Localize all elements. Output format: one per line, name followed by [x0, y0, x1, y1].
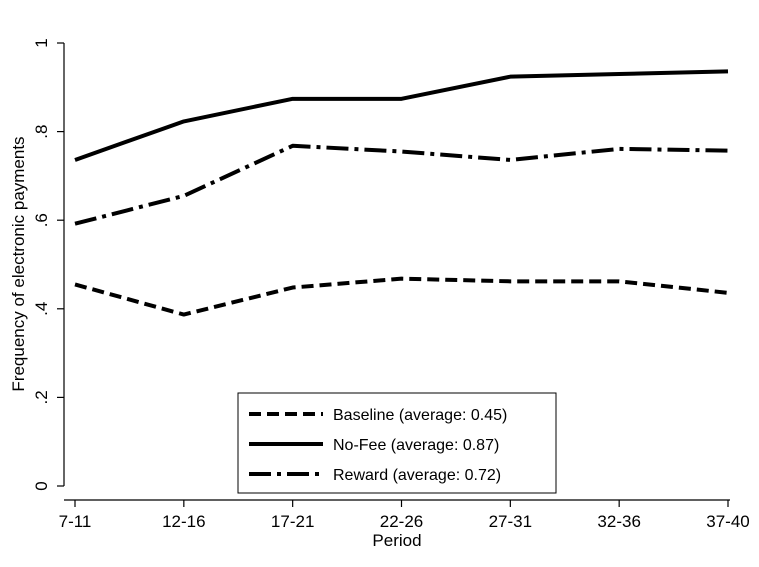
- x-tick-label: 27-31: [489, 512, 532, 531]
- x-tick-label: 7-11: [59, 512, 92, 531]
- x-tick-label: 12-16: [162, 512, 205, 531]
- y-tick-label: 1: [32, 38, 51, 47]
- series-line-1: [74, 276, 729, 317]
- y-tick-label: .2: [32, 390, 51, 404]
- y-tick-label: .8: [32, 125, 51, 139]
- series-line-3: [74, 143, 729, 226]
- x-axis-title: Period: [372, 531, 421, 550]
- y-axis-title: Frequency of electronic payments: [9, 136, 28, 391]
- series-group: [74, 69, 729, 317]
- x-tick-label: 22-26: [380, 512, 423, 531]
- y-ticks: 0 .2 .4 .6 .8 1: [32, 38, 64, 491]
- legend-label: No-Fee (average: 0.87): [333, 437, 499, 454]
- y-tick-label: .4: [32, 302, 51, 316]
- legend-label: Baseline (average: 0.45): [333, 407, 507, 424]
- x-tick-label: 17-21: [271, 512, 314, 531]
- x-tick-label: 37-40: [706, 512, 749, 531]
- legend-items: Baseline (average: 0.45) No-Fee (average:…: [249, 407, 507, 484]
- series-line-2: [74, 69, 729, 162]
- legend-label: Reward (average: 0.72): [333, 467, 501, 484]
- x-tick-label: 32-36: [597, 512, 640, 531]
- x-ticks: 7-11 12-16 17-21 22-26 27-31 32-36 37-40: [59, 500, 750, 531]
- y-tick-label: .6: [32, 213, 51, 227]
- plot-area: 0 .2 .4 .6 .8 1 7-11 12-16 17-21 22-26 27-31 32-36…: [32, 38, 750, 531]
- y-tick-label: 0: [32, 481, 51, 490]
- legend: Baseline (average: 0.45) No-Fee (average:…: [237, 392, 557, 494]
